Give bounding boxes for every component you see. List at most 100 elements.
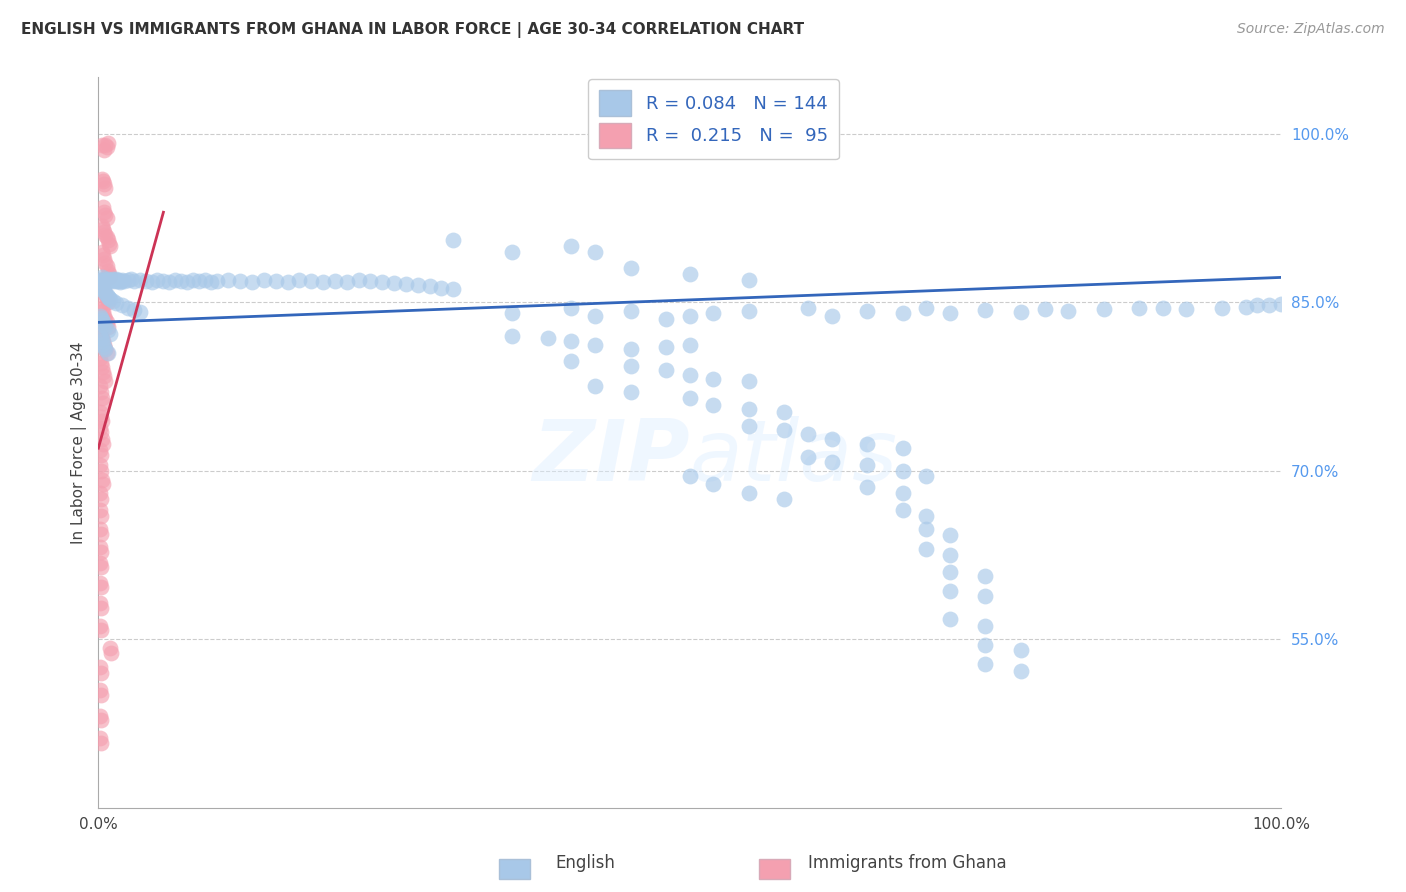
- Point: [94, 312, 117, 326]
- Point: [98, 274, 121, 288]
- Point: [91, 365, 114, 379]
- Point: [939, 583, 962, 598]
- Point: [939, 527, 962, 541]
- Point: [141, 275, 163, 289]
- Point: [98, 326, 121, 341]
- Point: [94, 343, 117, 357]
- Point: [101, 293, 124, 308]
- Point: [111, 273, 134, 287]
- Point: [90, 273, 112, 287]
- Point: [89, 556, 111, 570]
- Point: [90, 409, 112, 424]
- Point: [797, 426, 820, 441]
- Point: [1010, 305, 1032, 319]
- Point: [91, 274, 114, 288]
- Point: [90, 508, 112, 523]
- Point: [891, 441, 914, 455]
- Point: [90, 331, 112, 345]
- Point: [501, 244, 523, 259]
- Point: [856, 436, 879, 450]
- Point: [974, 590, 997, 604]
- Point: [97, 323, 120, 337]
- Point: [90, 665, 112, 680]
- Point: [441, 233, 464, 247]
- Point: [90, 310, 112, 325]
- Text: atlas: atlas: [690, 416, 897, 499]
- Point: [371, 275, 394, 289]
- Point: [90, 280, 112, 294]
- Point: [501, 328, 523, 343]
- Point: [90, 581, 112, 595]
- Text: English: English: [555, 855, 616, 872]
- Point: [90, 713, 112, 727]
- Point: [253, 273, 276, 287]
- Point: [679, 267, 702, 281]
- Point: [797, 450, 820, 465]
- Point: [90, 526, 112, 541]
- Point: [94, 374, 117, 388]
- Point: [96, 274, 118, 288]
- Point: [96, 345, 118, 359]
- Point: [107, 273, 129, 287]
- Point: [702, 371, 724, 385]
- Text: Source: ZipAtlas.com: Source: ZipAtlas.com: [1237, 22, 1385, 37]
- Point: [122, 274, 145, 288]
- Point: [240, 275, 263, 289]
- Point: [101, 271, 124, 285]
- Point: [152, 274, 174, 288]
- Point: [89, 618, 111, 632]
- Point: [105, 274, 128, 288]
- Point: [97, 263, 120, 277]
- Point: [97, 136, 120, 150]
- Point: [91, 279, 114, 293]
- Point: [90, 560, 112, 574]
- Text: ENGLISH VS IMMIGRANTS FROM GHANA IN LABOR FORCE | AGE 30-34 CORRELATION CHART: ENGLISH VS IMMIGRANTS FROM GHANA IN LABO…: [21, 22, 804, 38]
- Point: [90, 275, 112, 289]
- Point: [93, 177, 115, 191]
- Point: [117, 301, 139, 315]
- Point: [560, 301, 582, 315]
- Point: [91, 222, 114, 236]
- Point: [89, 660, 111, 674]
- Point: [97, 345, 120, 359]
- Point: [277, 275, 299, 289]
- Point: [94, 343, 117, 357]
- Point: [94, 319, 117, 334]
- Point: [128, 305, 150, 319]
- Point: [94, 207, 117, 221]
- Point: [90, 448, 112, 462]
- Point: [679, 338, 702, 352]
- Point: [90, 432, 112, 446]
- Point: [121, 271, 143, 285]
- Point: [89, 540, 111, 554]
- Point: [170, 274, 193, 288]
- Point: [98, 267, 121, 281]
- Point: [560, 239, 582, 253]
- Point: [679, 368, 702, 383]
- Point: [856, 481, 879, 495]
- Point: [135, 274, 157, 288]
- Point: [336, 275, 359, 289]
- Point: [89, 596, 111, 610]
- Point: [679, 309, 702, 323]
- Point: [89, 323, 111, 337]
- Point: [90, 297, 112, 311]
- Point: [418, 279, 440, 293]
- Point: [110, 274, 132, 288]
- Point: [939, 612, 962, 626]
- Point: [165, 273, 187, 287]
- Point: [89, 379, 111, 393]
- Point: [821, 455, 844, 469]
- Point: [89, 421, 111, 435]
- Point: [915, 301, 938, 315]
- Point: [90, 391, 112, 405]
- Point: [89, 731, 111, 745]
- Point: [560, 334, 582, 349]
- Point: [583, 379, 606, 393]
- Point: [98, 273, 121, 287]
- Point: [619, 359, 641, 373]
- Point: [90, 414, 112, 428]
- Point: [773, 423, 796, 437]
- Point: [583, 338, 606, 352]
- Point: [93, 318, 115, 332]
